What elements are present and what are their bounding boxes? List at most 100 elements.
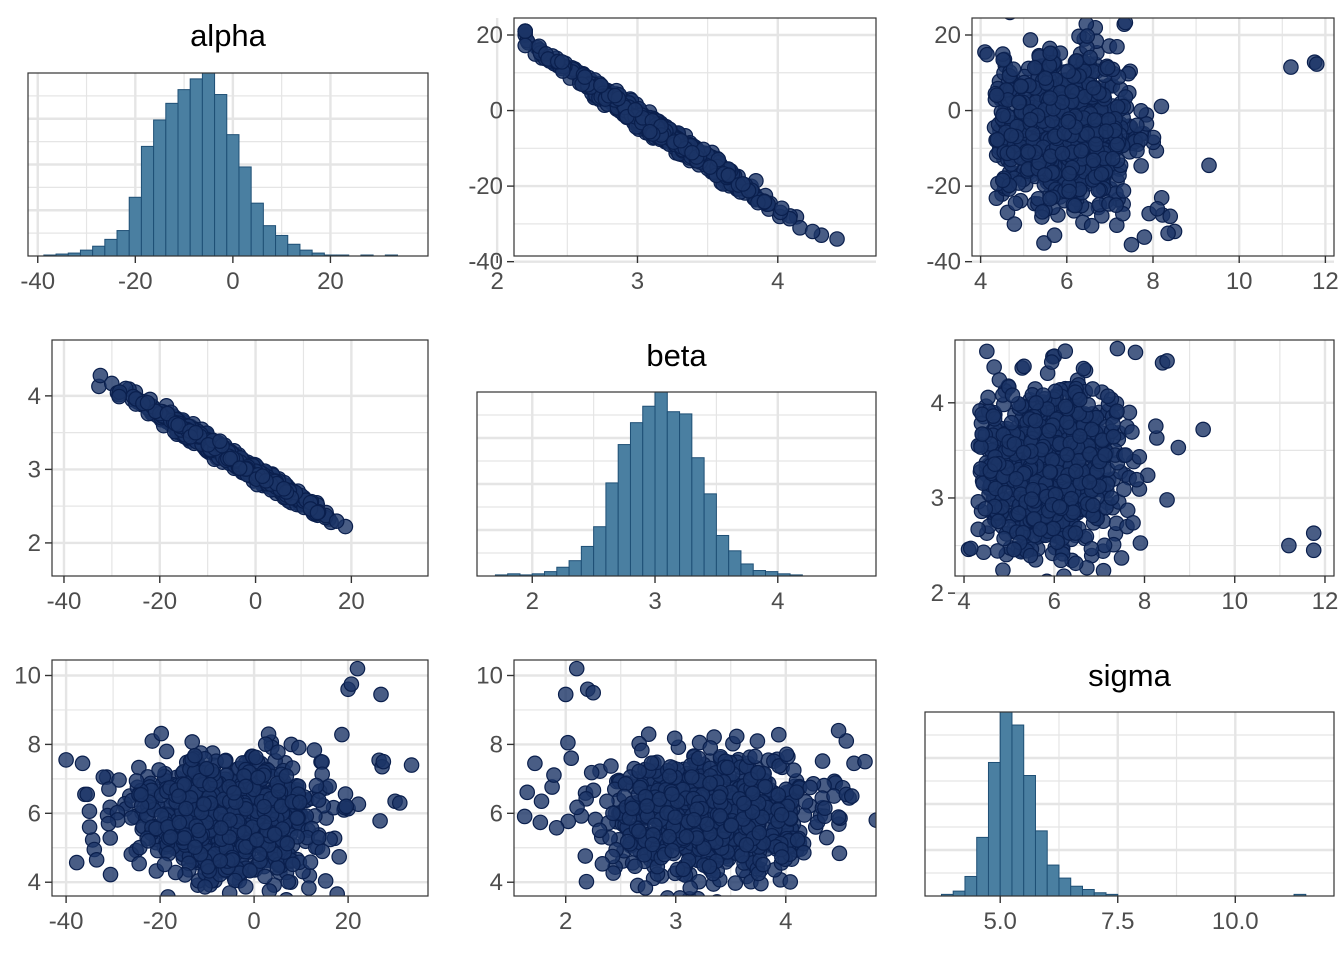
p21-scatter-point xyxy=(213,434,227,448)
p31-x-tick-label: 0 xyxy=(247,908,260,935)
p23-scatter-point xyxy=(1073,392,1087,406)
p31-scatter-point xyxy=(213,854,227,868)
p31-scatter-point xyxy=(281,875,295,889)
p22-histogram-bar xyxy=(594,527,606,576)
p11-histogram-bar xyxy=(251,203,263,256)
p31-scatter-point xyxy=(309,778,323,792)
p23-scatter-point xyxy=(1128,345,1142,359)
p23-scatter-point xyxy=(1106,429,1120,443)
p31-scatter-point xyxy=(271,784,285,798)
p23-scatter-point xyxy=(1054,553,1068,567)
p21-scatter-point xyxy=(255,469,269,483)
p31-scatter-point xyxy=(257,799,271,813)
p31-scatter-point xyxy=(89,853,103,867)
p23-scatter-point xyxy=(1073,429,1087,443)
p13-scatter-point xyxy=(1110,40,1124,54)
p13-scatter-point xyxy=(1007,217,1021,231)
p23-scatter-point xyxy=(1017,359,1031,373)
p13-scatter-point xyxy=(1086,153,1100,167)
p22-histogram-bar xyxy=(545,572,557,576)
p31-scatter-point xyxy=(141,834,155,848)
p23-scatter-point xyxy=(1100,589,1114,603)
p23-scatter-point xyxy=(1045,355,1059,369)
p31-y-tick-label: 6 xyxy=(28,800,41,827)
p23-x-tick-label: 4 xyxy=(957,588,970,615)
p23-scatter-point xyxy=(996,563,1010,577)
p23-scatter-point xyxy=(1057,474,1071,488)
p23-scatter-point xyxy=(1068,526,1082,540)
p22-histogram-bar xyxy=(618,445,630,576)
p22-x-tick-label: 2 xyxy=(526,588,539,615)
p31-scatter-point xyxy=(270,861,284,875)
p31-scatter-point xyxy=(82,804,96,818)
p31-x-tick-label: 20 xyxy=(335,908,362,935)
p22-histogram-bar xyxy=(692,458,704,576)
p23-y-tick-label: 4 xyxy=(931,390,944,417)
p11-histogram-bar xyxy=(166,103,178,256)
p11-histogram-bar xyxy=(129,197,141,256)
p22-histogram-bar xyxy=(753,571,765,576)
p31-scatter-point xyxy=(163,830,177,844)
p23-scatter-point xyxy=(1086,498,1100,512)
p31-scatter-point xyxy=(103,867,117,881)
p22-histogram-bar xyxy=(729,551,741,576)
p31-y-tick-label: 4 xyxy=(28,869,41,896)
p13-scatter-point xyxy=(1023,112,1037,126)
p31-scatter-point xyxy=(374,687,388,701)
p31-scatter-point xyxy=(218,754,232,768)
p12-x-tick-label: 3 xyxy=(631,268,644,295)
p13-x-tick-label: 10 xyxy=(1226,268,1253,295)
p31-scatter-point xyxy=(279,893,293,907)
p23-scatter-point xyxy=(1110,341,1124,355)
p31-scatter-point xyxy=(332,850,346,864)
p12-scatter-point xyxy=(578,70,592,84)
p13-scatter-point xyxy=(1035,205,1049,219)
p23-scatter-point xyxy=(1171,440,1185,454)
p13-x-tick-label: 6 xyxy=(1060,268,1073,295)
p23-scatter-point xyxy=(1046,521,1060,535)
p31-scatter-point xyxy=(350,661,364,675)
p13-scatter-point xyxy=(1074,144,1088,158)
p13-scatter-point xyxy=(1089,137,1103,151)
p21-x-tick-label: -20 xyxy=(142,588,177,615)
p23-y-tick-label: 2 xyxy=(931,580,944,607)
p23-scatter-point xyxy=(987,360,1001,374)
p13-scatter-point xyxy=(1202,158,1216,172)
p11-x-tick-label: -20 xyxy=(118,268,153,295)
p23-scatter-point xyxy=(1028,413,1042,427)
p31-scatter-point xyxy=(315,844,329,858)
p31-scatter-point xyxy=(102,782,116,796)
p12-x-tick-label: 4 xyxy=(771,268,784,295)
p31-y-tick-label: 10 xyxy=(14,663,41,690)
p31-scatter-point xyxy=(267,827,281,841)
p13-scatter-point xyxy=(1062,184,1076,198)
p23-scatter-point xyxy=(980,344,994,358)
p23-x-tick-label: 12 xyxy=(1312,588,1339,615)
p23-scatter-point xyxy=(1196,422,1210,436)
p32-scatter-point xyxy=(710,895,724,909)
p13-scatter-point xyxy=(1130,143,1144,157)
p11-histogram-bar xyxy=(202,73,214,256)
p21-x-tick-label: 0 xyxy=(249,588,262,615)
p31-scatter-point xyxy=(101,816,115,830)
p23-scatter-point xyxy=(1282,538,1296,552)
p31-scatter-point xyxy=(280,836,294,850)
p11-histogram-bar xyxy=(178,90,190,256)
p23-scatter-point xyxy=(986,409,1000,423)
p12-scatter-point xyxy=(805,224,819,238)
p13-y-tick-label: 0 xyxy=(948,98,961,125)
p23-scatter-point xyxy=(1129,473,1143,487)
p23-scatter-point xyxy=(1132,450,1146,464)
p23-scatter-point xyxy=(1084,541,1098,555)
p23-scatter-point xyxy=(1149,419,1163,433)
p13-scatter-point xyxy=(1008,196,1022,210)
p12-scatter-point xyxy=(594,78,608,92)
p13-scatter-point xyxy=(1130,118,1144,132)
p23-scatter-point xyxy=(1060,447,1074,461)
p13-scatter-point xyxy=(1161,226,1175,240)
p31-scatter-point xyxy=(197,797,211,811)
p13-scatter-point xyxy=(1043,46,1057,60)
p12-scatter-point xyxy=(830,232,844,246)
p11-x-tick-label: 20 xyxy=(317,268,344,295)
p21-scatter-point xyxy=(310,505,324,519)
